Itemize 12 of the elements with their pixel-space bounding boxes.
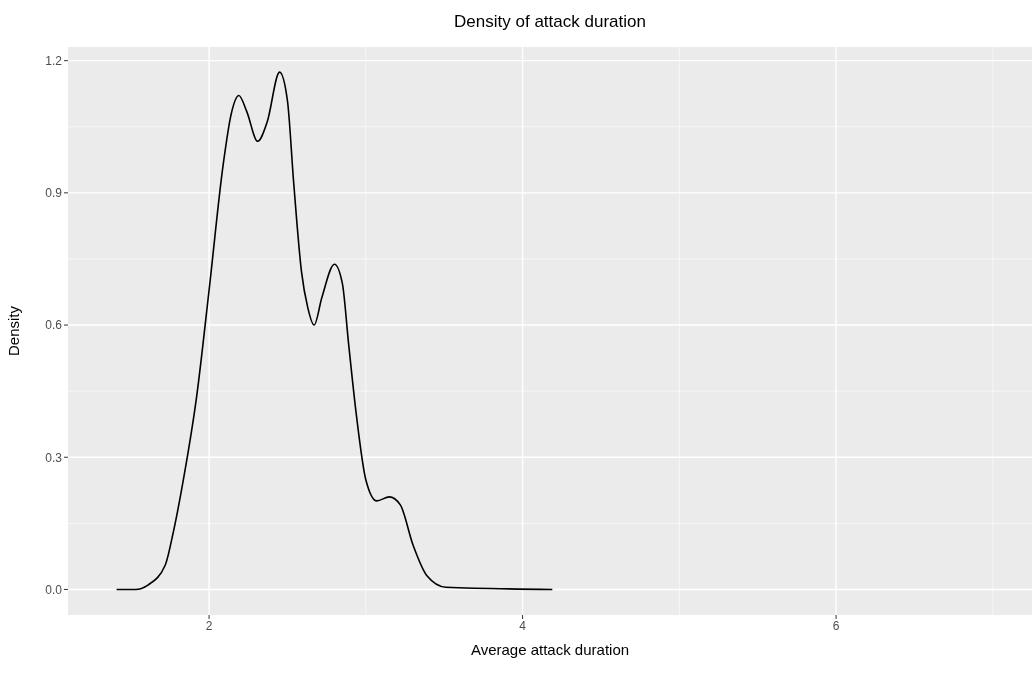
- line-series: [115, 71, 554, 591]
- y-tick-label: 0.0: [45, 582, 63, 597]
- x-axis-title: Average attack duration: [470, 641, 630, 658]
- y-tick-label: 0.6: [45, 318, 63, 333]
- x-tick-label: 4: [519, 618, 527, 633]
- y-tick-label: 1.2: [45, 53, 63, 68]
- y-tick-label: 0.3: [45, 450, 63, 465]
- x-tick-label: 2: [205, 618, 213, 633]
- chart-title: Density of attack duration: [453, 12, 647, 32]
- y-axis-title: Density: [5, 305, 23, 357]
- y-tick-label: 0.9: [45, 186, 63, 201]
- x-tick-label: 6: [832, 618, 840, 633]
